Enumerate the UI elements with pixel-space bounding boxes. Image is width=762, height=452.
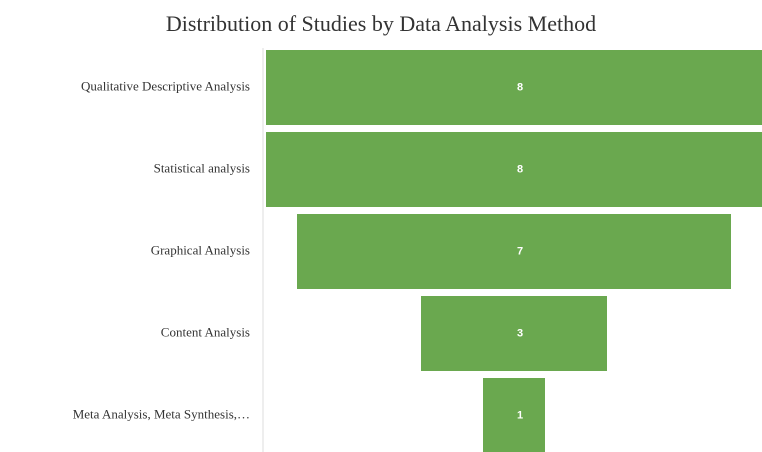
value-label: 1 bbox=[517, 409, 523, 421]
category-label: Content Analysis bbox=[161, 324, 250, 339]
value-label: 3 bbox=[517, 327, 523, 339]
category-label: Graphical Analysis bbox=[151, 242, 250, 257]
funnel-bar bbox=[421, 296, 607, 371]
category-label: Statistical analysis bbox=[154, 160, 250, 175]
funnel-bar bbox=[266, 132, 762, 207]
chart-title: Distribution of Studies by Data Analysis… bbox=[166, 11, 596, 36]
category-label: Qualitative Descriptive Analysis bbox=[81, 78, 250, 93]
funnel-bar bbox=[266, 50, 762, 125]
funnel-bar bbox=[483, 378, 545, 452]
value-label: 8 bbox=[517, 163, 523, 175]
value-label: 8 bbox=[517, 81, 523, 93]
funnel-bar bbox=[297, 214, 731, 289]
category-label: Meta Analysis, Meta Synthesis,… bbox=[73, 406, 250, 421]
value-label: 7 bbox=[517, 245, 523, 257]
